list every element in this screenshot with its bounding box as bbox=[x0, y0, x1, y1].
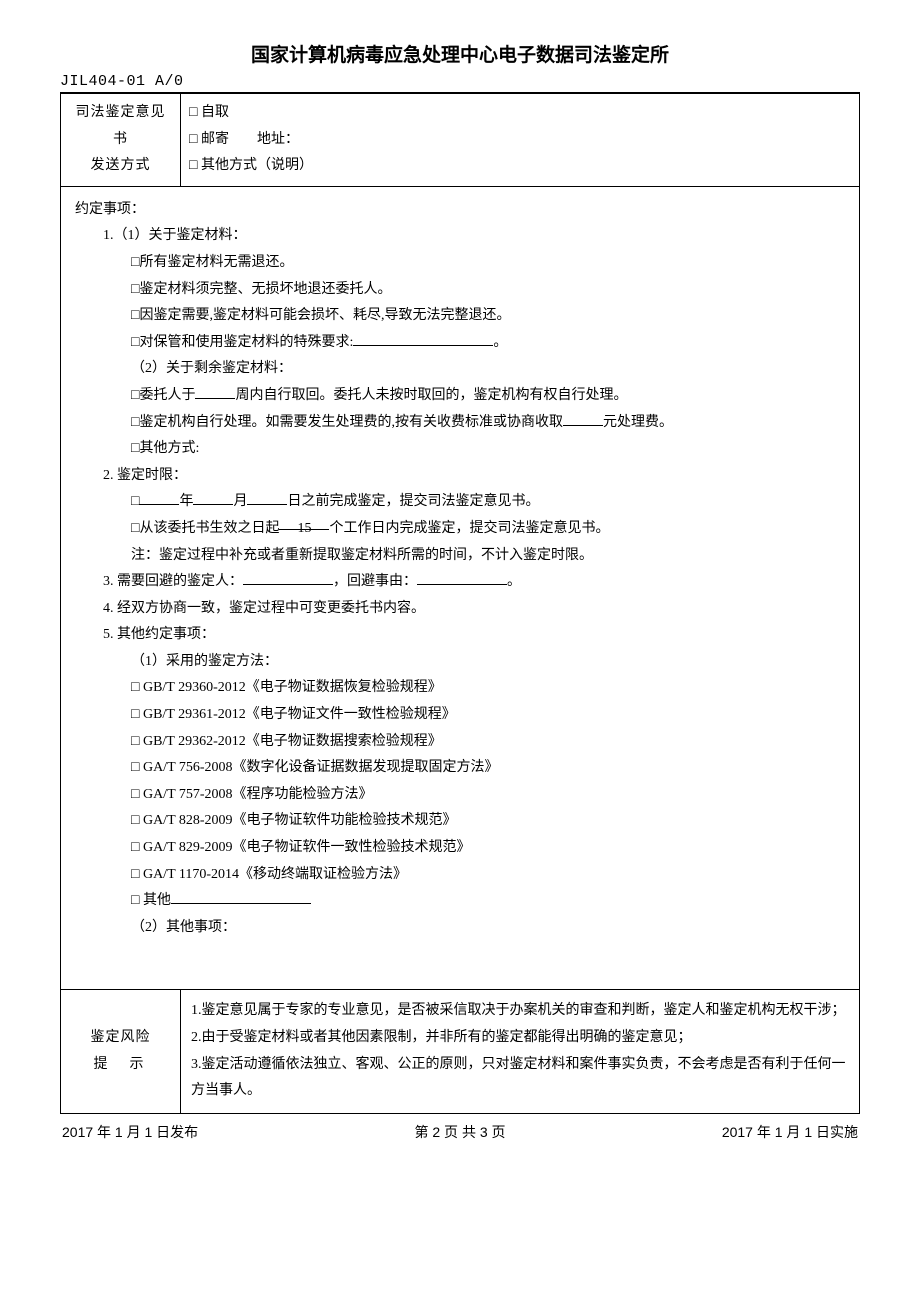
delivery-row: 司法鉴定意见书 发送方式 □ 自取 □ 邮寄 地址： □ 其他方式（说明） bbox=[61, 94, 860, 187]
method-item: □ GA/T 829-2009《电子物证软件一致性检验技术规范》 bbox=[75, 835, 845, 862]
sec2-b-val: 15 bbox=[279, 516, 329, 530]
footer-right: 2017 年 1 月 1 日实施 bbox=[722, 1122, 858, 1142]
delivery-options-cell: □ 自取 □ 邮寄 地址： □ 其他方式（说明） bbox=[181, 94, 860, 187]
sec5-head: 5. 其他约定事项： bbox=[75, 622, 845, 649]
sec1-d-pre: □对保管和使用鉴定材料的特殊要求: bbox=[131, 335, 353, 350]
sec1-2-a-blank bbox=[195, 385, 235, 399]
agreement-title: 约定事项： bbox=[75, 197, 845, 224]
sec2-a-y: 年 bbox=[179, 494, 193, 509]
sec2-a: □ 年 月 日之前完成鉴定，提交司法鉴定意见书。 bbox=[75, 489, 845, 516]
sec2-a-dblank bbox=[247, 491, 287, 505]
sec1-c: □因鉴定需要,鉴定材料可能会损坏、耗尽,导致无法完整退还。 bbox=[75, 303, 845, 330]
method-item: □ GB/T 29360-2012《电子物证数据恢复检验规程》 bbox=[75, 675, 845, 702]
risk-3: 3.鉴定活动遵循依法独立、客观、公正的原则，只对鉴定材料和案件事实负责，不会考虑… bbox=[191, 1052, 849, 1105]
sec3-mid: ，回避事由： bbox=[333, 574, 417, 589]
method-item: □ GB/T 29362-2012《电子物证数据搜索检验规程》 bbox=[75, 729, 845, 756]
delivery-opt-mail: □ 邮寄 地址： bbox=[189, 127, 851, 154]
agreement-cell: 约定事项： 1.（1）关于鉴定材料： □所有鉴定材料无需退还。 □鉴定材料须完整… bbox=[61, 186, 860, 990]
method-item: □ GA/T 1170-2014《移动终端取证检验方法》 bbox=[75, 862, 845, 889]
risk-2: 2.由于受鉴定材料或者其他因素限制，并非所有的鉴定都能得出明确的鉴定意见； bbox=[191, 1025, 849, 1052]
risk-label-cell: 鉴定风险 提 示 bbox=[61, 990, 181, 1113]
sec1-2-a-pre: □委托人于 bbox=[131, 388, 195, 403]
sec2-a-yblank bbox=[139, 491, 179, 505]
sec2-b-post: 个工作日内完成鉴定，提交司法鉴定意见书。 bbox=[329, 521, 609, 536]
agreement-row: 约定事项： 1.（1）关于鉴定材料： □所有鉴定材料无需退还。 □鉴定材料须完整… bbox=[61, 186, 860, 990]
sec2-a-mblank bbox=[193, 491, 233, 505]
org-title: 国家计算机病毒应急处理中心电子数据司法鉴定所 bbox=[60, 40, 860, 67]
sec2-a-m: 月 bbox=[233, 494, 247, 509]
sec1-2-b: □鉴定机构自行处理。如需要发生处理费的,按有关收费标准或协商收取 元处理费。 bbox=[75, 410, 845, 437]
risk-content-cell: 1.鉴定意见属于专家的专业意见，是否被采信取决于办案机关的审查和判断，鉴定人和鉴… bbox=[181, 990, 860, 1113]
sec1-d: □对保管和使用鉴定材料的特殊要求: 。 bbox=[75, 330, 845, 357]
sec5-2-head: （2）其他事项： bbox=[75, 915, 845, 942]
sec1-a: □所有鉴定材料无需退还。 bbox=[75, 250, 845, 277]
sec3-blank1 bbox=[243, 571, 333, 585]
delivery-label-1: 司法鉴定意见书 bbox=[69, 100, 172, 153]
sec3: 3. 需要回避的鉴定人： ，回避事由： 。 bbox=[75, 569, 845, 596]
sec3-post: 。 bbox=[507, 574, 521, 589]
sec1-2-b-pre: □鉴定机构自行处理。如需要发生处理费的,按有关收费标准或协商收取 bbox=[131, 415, 563, 430]
sec5-other-blank bbox=[171, 890, 311, 904]
risk-row: 鉴定风险 提 示 1.鉴定意见属于专家的专业意见，是否被采信取决于办案机关的审查… bbox=[61, 990, 860, 1113]
sec4: 4. 经双方协商一致，鉴定过程中可变更委托书内容。 bbox=[75, 596, 845, 623]
delivery-opt-other: □ 其他方式（说明） bbox=[189, 153, 851, 180]
sec2-b: □从该委托书生效之日起15个工作日内完成鉴定，提交司法鉴定意见书。 bbox=[75, 516, 845, 543]
delivery-label-2: 发送方式 bbox=[69, 153, 172, 180]
page: 国家计算机病毒应急处理中心电子数据司法鉴定所 JIL404-01 A/0 司法鉴… bbox=[0, 0, 920, 1172]
sec3-pre: 3. 需要回避的鉴定人： bbox=[103, 574, 243, 589]
method-item: □ GA/T 828-2009《电子物证软件功能检验技术规范》 bbox=[75, 808, 845, 835]
delivery-label-cell: 司法鉴定意见书 发送方式 bbox=[61, 94, 181, 187]
methods-list: □ GB/T 29360-2012《电子物证数据恢复检验规程》□ GB/T 29… bbox=[75, 675, 845, 888]
doc-code: JIL404-01 A/0 bbox=[60, 73, 860, 90]
sec1-head: 1.（1）关于鉴定材料： bbox=[75, 223, 845, 250]
sec1-2-c: □其他方式: bbox=[75, 436, 845, 463]
sec1-2-head: （2）关于剩余鉴定材料： bbox=[75, 356, 845, 383]
risk-1: 1.鉴定意见属于专家的专业意见，是否被采信取决于办案机关的审查和判断，鉴定人和鉴… bbox=[191, 998, 849, 1025]
sec2-a-p1: □ bbox=[131, 494, 139, 509]
sec1-b: □鉴定材料须完整、无损坏地退还委托人。 bbox=[75, 277, 845, 304]
sec2-b-pre: □从该委托书生效之日起 bbox=[131, 521, 279, 536]
main-table: 司法鉴定意见书 发送方式 □ 自取 □ 邮寄 地址： □ 其他方式（说明） 约定… bbox=[60, 93, 860, 1114]
method-item: □ GA/T 757-2008《程序功能检验方法》 bbox=[75, 782, 845, 809]
sec5-2-space bbox=[75, 941, 845, 967]
sec3-blank2 bbox=[417, 571, 507, 585]
risk-label-1: 鉴定风险 bbox=[69, 1025, 172, 1052]
sec2-a-d: 日之前完成鉴定，提交司法鉴定意见书。 bbox=[287, 494, 539, 509]
sec2-head: 2. 鉴定时限： bbox=[75, 463, 845, 490]
sec1-d-blank bbox=[353, 332, 493, 346]
sec1-2-a: □委托人于 周内自行取回。委托人未按时取回的，鉴定机构有权自行处理。 bbox=[75, 383, 845, 410]
sec5-other: □ 其他 bbox=[75, 888, 845, 915]
sec1-d-post: 。 bbox=[493, 335, 507, 350]
risk-label-2: 提 示 bbox=[69, 1052, 172, 1079]
method-item: □ GA/T 756-2008《数字化设备证据数据发现提取固定方法》 bbox=[75, 755, 845, 782]
sec2-note: 注：鉴定过程中补充或者重新提取鉴定材料所需的时间，不计入鉴定时限。 bbox=[75, 543, 845, 570]
method-item: □ GB/T 29361-2012《电子物证文件一致性检验规程》 bbox=[75, 702, 845, 729]
footer-left: 2017 年 1 月 1 日发布 bbox=[62, 1122, 198, 1142]
sec1-2-a-post: 周内自行取回。委托人未按时取回的，鉴定机构有权自行处理。 bbox=[235, 388, 627, 403]
sec1-2-b-post: 元处理费。 bbox=[603, 415, 673, 430]
footer: 2017 年 1 月 1 日发布 第 2 页 共 3 页 2017 年 1 月 … bbox=[60, 1122, 860, 1142]
sec1-2-b-blank bbox=[563, 412, 603, 426]
sec5-1-head: （1）采用的鉴定方法： bbox=[75, 649, 845, 676]
footer-center: 第 2 页 共 3 页 bbox=[414, 1122, 505, 1142]
delivery-opt-pickup: □ 自取 bbox=[189, 100, 851, 127]
sec5-other-text: □ 其他 bbox=[131, 893, 171, 908]
